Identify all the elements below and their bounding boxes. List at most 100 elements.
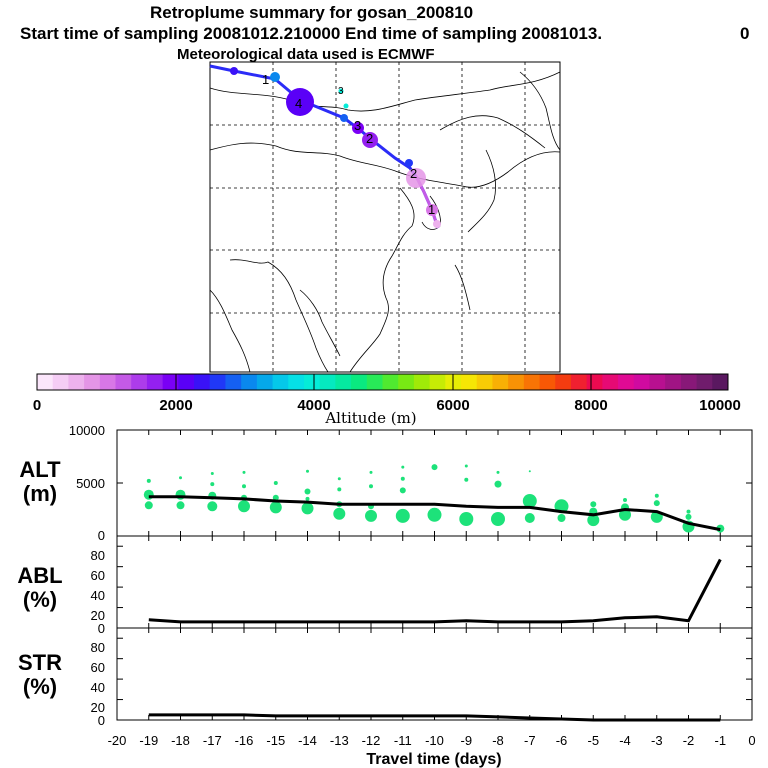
- str-ylabel: STR: [18, 650, 62, 675]
- colorbar-cell: [618, 374, 635, 390]
- x-tick-label: -7: [524, 733, 536, 748]
- trajectory-point: [406, 168, 426, 188]
- alt-scatter-point: [464, 477, 469, 482]
- trajectory: 1 2 3 4 3 2 1: [209, 64, 441, 229]
- chart-title: Retroplume summary for gosan_200810: [150, 3, 474, 22]
- alt-scatter-point: [369, 484, 373, 489]
- alt-scatter-point: [146, 478, 151, 483]
- str-ytick-label: 60: [91, 660, 105, 675]
- alt-scatter-point: [524, 513, 535, 523]
- x-tick-label: 0: [748, 733, 755, 748]
- alt-scatter-point: [395, 508, 410, 523]
- x-tick-label: -16: [235, 733, 254, 748]
- colorbar-tick-label: 8000: [574, 397, 607, 414]
- alt-scatter-point: [528, 470, 531, 473]
- colorbar-cell: [555, 374, 572, 390]
- colorbar-cell: [665, 374, 682, 390]
- colorbar-cell: [335, 374, 352, 390]
- trajectory-day-label: 1: [262, 72, 269, 87]
- alt-scatter-point: [305, 496, 310, 501]
- x-tick-label: -17: [203, 733, 222, 748]
- alt-scatter-point: [427, 507, 442, 522]
- x-tick-label: -2: [683, 733, 695, 748]
- alt-scatter-point: [306, 469, 309, 473]
- trajectory-point: [343, 103, 349, 109]
- colorbar-cell: [162, 374, 179, 390]
- str-panel-frame: [116, 627, 753, 721]
- colorbar-cell: [351, 374, 368, 390]
- colorbar-cell: [366, 374, 383, 390]
- alt-scatter-point: [431, 464, 438, 471]
- alt-scatter-point: [210, 472, 214, 475]
- colorbar-cell: [602, 374, 619, 390]
- alt-scatter-point: [623, 498, 627, 502]
- x-axis-label: Travel time (days): [366, 751, 501, 768]
- alt-scatter-point: [337, 477, 341, 481]
- x-tick-label: -8: [492, 733, 504, 748]
- colorbar-cell: [523, 374, 541, 390]
- trajectory-point: [340, 114, 348, 122]
- x-tick-label: -6: [556, 733, 568, 748]
- sampling-time-end-fragment: 0: [740, 24, 750, 43]
- colorbar-tick-label: 2000: [159, 397, 192, 414]
- alt-scatter-point: [144, 501, 153, 510]
- colorbar-cell: [633, 374, 650, 390]
- colorbar-tick-label: 10000: [699, 397, 741, 414]
- trajectory-point: [362, 132, 378, 148]
- axis-ticks: [117, 429, 752, 721]
- str-ytick-label: 20: [91, 700, 105, 715]
- colorbar-tick-label: 4000: [297, 397, 330, 414]
- sampling-time-line: Start time of sampling 20081012.210000 E…: [20, 24, 603, 43]
- trajectory-point: [352, 122, 364, 134]
- alt-scatter-point: [304, 488, 311, 495]
- alt-scatter-point: [685, 513, 692, 520]
- alt-scatter-point: [619, 508, 631, 521]
- colorbar-cell: [178, 374, 195, 390]
- trajectory-day-label: 1: [428, 202, 435, 217]
- colorbar-cell: [303, 374, 321, 390]
- alt-ytick-label: 0: [98, 528, 105, 543]
- trajectory-point: [270, 72, 280, 82]
- colorbar-cell: [712, 374, 729, 390]
- alt-scatter-point: [590, 501, 597, 508]
- colorbar-cell: [209, 374, 226, 390]
- x-tick-label: -15: [266, 733, 285, 748]
- alt-scatter-point: [654, 493, 659, 498]
- abl-panel-frame: [116, 535, 753, 629]
- colorbar-cell: [476, 374, 493, 390]
- str-ytick-label: 0: [98, 713, 105, 728]
- mean-lines: [148, 495, 722, 722]
- colorbar-cell: [52, 374, 69, 390]
- alt-scatter-point: [494, 480, 502, 488]
- colorbar-cell: [194, 374, 211, 390]
- alt-scatter-point: [333, 507, 346, 520]
- colorbar-cell: [115, 374, 132, 390]
- alt-scatter-point: [399, 487, 406, 494]
- trajectory-day-label: 2: [410, 166, 417, 181]
- colorbar-cell: [241, 374, 258, 390]
- colorbar-cell: [382, 374, 399, 390]
- colorbar-label: Altitude (m): [324, 409, 416, 427]
- alt-scatter-point: [179, 476, 182, 480]
- alt-scatter-point: [557, 514, 566, 522]
- colorbar-cell: [256, 374, 274, 390]
- x-tick-label: -20: [108, 733, 127, 748]
- alt-scatter-point: [496, 470, 500, 474]
- abl-ytick-label: 0: [98, 621, 105, 636]
- alt-scatter-point: [401, 465, 405, 469]
- map-frame: [209, 61, 561, 373]
- altitude-colorbar: [36, 373, 729, 391]
- colorbar-cell: [508, 374, 525, 390]
- x-tick-label: -9: [461, 733, 473, 748]
- colorbar-cell: [429, 374, 446, 390]
- str-ylabel-unit: (%): [23, 674, 57, 699]
- colorbar-cell: [288, 374, 305, 390]
- alt-scatter-point: [686, 509, 691, 514]
- abl-ytick-label: 80: [91, 548, 105, 563]
- colorbar-cell: [586, 374, 603, 390]
- colorbar-cell: [319, 374, 336, 390]
- abl-line: [148, 558, 722, 624]
- abl-ytick-label: 60: [91, 568, 105, 583]
